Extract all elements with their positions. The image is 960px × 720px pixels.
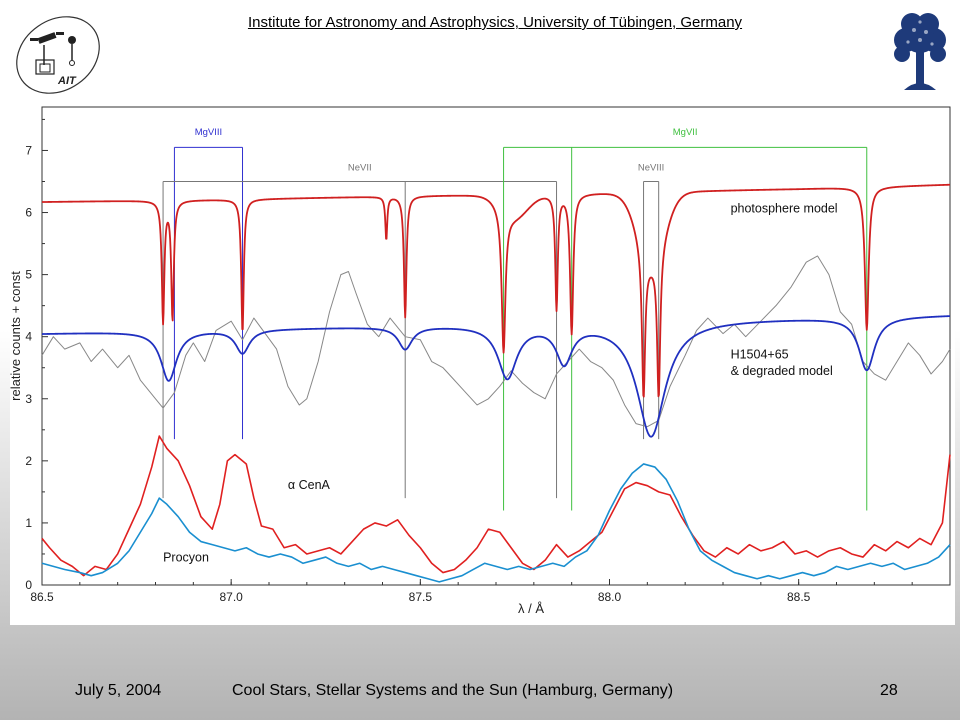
series-line-2 xyxy=(41,255,951,428)
spectrum-chart: 86.5 87.0 87.5 88.0 88.5 0 1 2 3 4 5 6 7 λ / Å relativ… xyxy=(8,106,951,616)
x-tick-label: 88.0 xyxy=(598,590,622,604)
y-tick-label: 3 xyxy=(25,392,32,406)
annotation-label: H1504+65 xyxy=(731,347,789,361)
spectrum-plot-panel: 86.5 87.0 87.5 88.0 88.5 0 1 2 3 4 5 6 7 λ / Å relativ… xyxy=(8,95,955,625)
series-line-1 xyxy=(41,315,951,438)
footer-conference: Cool Stars, Stellar Systems and the Sun … xyxy=(232,682,674,699)
annotation-label: α CenA xyxy=(288,478,331,492)
y-tick-label: 2 xyxy=(25,454,32,468)
y-tick-label: 7 xyxy=(25,143,32,157)
y-tick-label: 4 xyxy=(25,330,32,344)
y-tick-label: 5 xyxy=(25,268,32,282)
line-id-label-nevii: NeVII xyxy=(348,162,372,173)
annotation-label: & degraded model xyxy=(731,364,833,378)
x-tick-label: 87.5 xyxy=(409,590,433,604)
series-line-4 xyxy=(41,463,951,583)
ait-logo: AIT xyxy=(16,16,100,94)
plot-frame xyxy=(41,106,951,586)
annotation-label: Procyon xyxy=(163,550,209,564)
y-tick-label: 0 xyxy=(25,578,32,592)
ait-logo-text: AIT xyxy=(57,75,77,87)
header-title: Institute for Astronomy and Astrophysics… xyxy=(247,14,743,31)
footer-slide-number: 28 xyxy=(880,682,898,699)
line-id-label-neviii: NeVIII xyxy=(638,162,664,173)
series-line-0 xyxy=(41,183,951,398)
line-id-label-mgviii: MgVIII xyxy=(195,127,222,138)
x-axis-label: λ / Å xyxy=(518,601,544,616)
tuebingen-tree-logo xyxy=(894,13,946,90)
footer-date: July 5, 2004 xyxy=(75,682,162,699)
x-tick-label: 86.5 xyxy=(30,590,54,604)
x-tick-label: 88.5 xyxy=(787,590,811,604)
line-id-label-mgvii: MgVII xyxy=(673,127,698,138)
y-tick-label: 1 xyxy=(25,516,32,530)
series-line-3 xyxy=(41,435,951,577)
annotation-label: photosphere model xyxy=(731,202,838,216)
y-axis-label: relative counts + const xyxy=(10,271,23,401)
y-tick-label: 6 xyxy=(25,206,32,220)
x-tick-label: 87.0 xyxy=(219,590,243,604)
